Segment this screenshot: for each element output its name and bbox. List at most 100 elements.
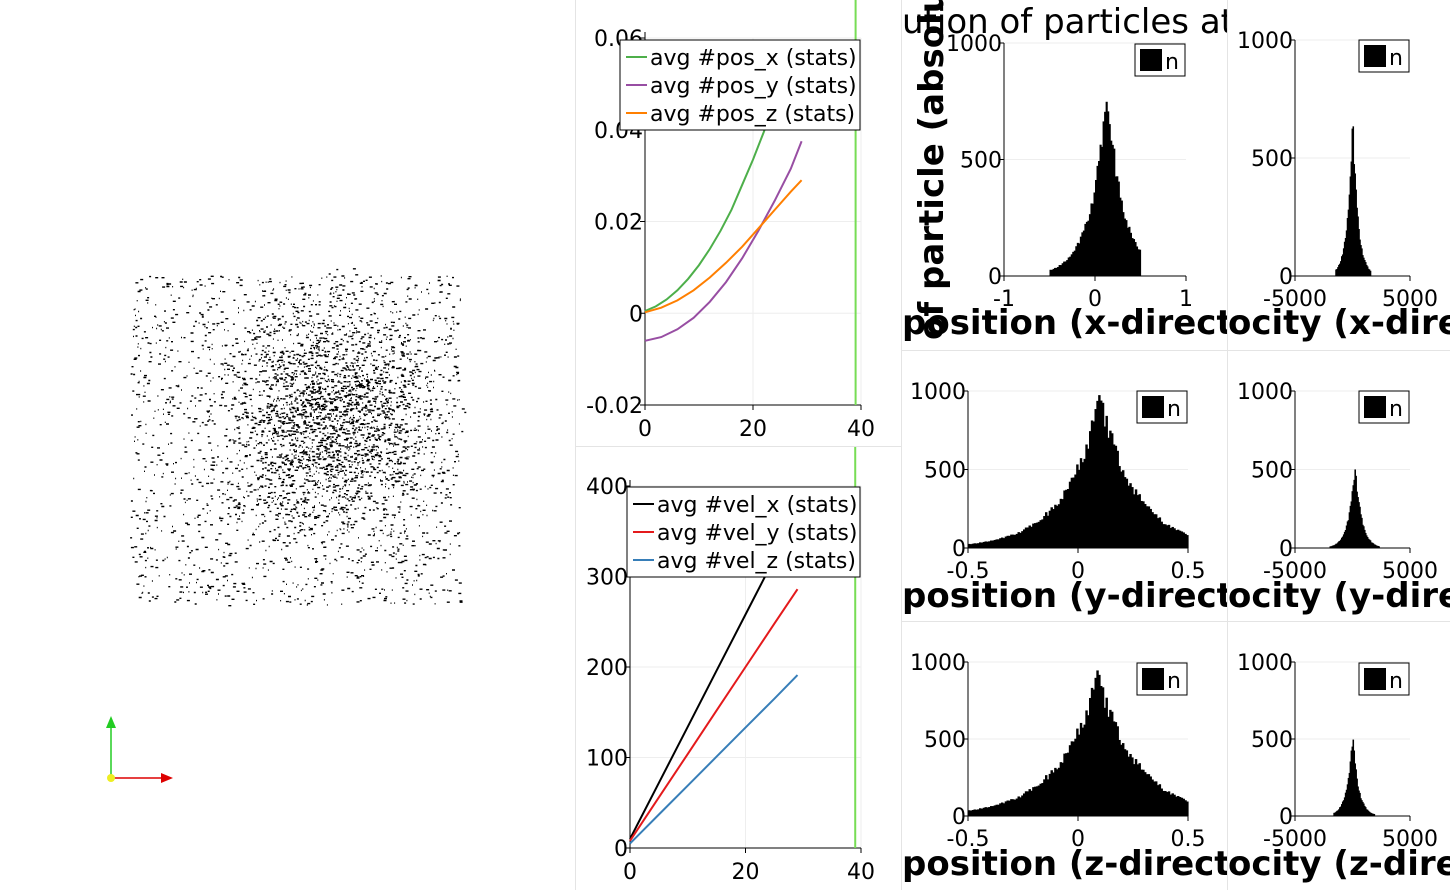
histogram-bar (1030, 526, 1033, 548)
x-tick-label: 5000 (1382, 827, 1438, 852)
histogram-bar (1074, 738, 1077, 816)
legend[interactable]: n (1358, 390, 1410, 424)
histogram-bar (1032, 523, 1035, 548)
histogram-bar (1133, 764, 1136, 816)
histogram-bar (1004, 801, 1008, 816)
histogram-bar (1333, 812, 1335, 816)
pos-line-chart-pane[interactable]: -0.02 0 0.02 0.04 0.06 0 20 40 avg #pos_x (stats… (576, 0, 901, 446)
histogram-bar (1116, 176, 1119, 276)
histogram-bar (1378, 546, 1380, 548)
histogram-bar (1371, 813, 1374, 816)
histogram-bar (1349, 505, 1352, 548)
histogram-bar (1083, 724, 1086, 816)
histogram-bar (1059, 498, 1063, 548)
histogram-bar (1023, 529, 1026, 548)
histogram-bar (1010, 534, 1013, 548)
legend[interactable]: n (1136, 662, 1188, 696)
histogram-bar (1087, 715, 1090, 816)
histogram-bar (1142, 769, 1145, 816)
histogram-bar (1341, 537, 1343, 548)
histogram-bar (1356, 491, 1358, 548)
legend[interactable]: n (1358, 662, 1410, 696)
series-line-pos-1 (644, 140, 803, 342)
histogram-bar (1177, 796, 1180, 816)
histogram-bar (1340, 806, 1342, 816)
histogram-bar (1358, 502, 1360, 548)
legend[interactable]: n (1136, 390, 1188, 424)
series-line-vel-0 (629, 557, 776, 840)
histogram-bar (1334, 812, 1336, 816)
histogram-bar (1162, 524, 1165, 548)
histogram-bar (1355, 475, 1357, 548)
histogram-bar (1041, 519, 1044, 548)
histogram-bar (1075, 246, 1078, 276)
histogram-bar (1109, 430, 1112, 548)
histogram-bar (995, 539, 998, 548)
histogram-bar (1066, 260, 1069, 276)
histogram-bar (1004, 536, 1008, 548)
series-line-vel-1 (629, 588, 799, 842)
x-tick-label: 0 (1071, 559, 1085, 584)
histogram-bar (1125, 750, 1129, 816)
histogram-bar (975, 543, 978, 548)
histogram-bar (1149, 776, 1152, 816)
legend-swatch (1364, 668, 1386, 690)
legend[interactable]: n (1358, 39, 1410, 73)
legend[interactable]: n (1134, 43, 1186, 77)
histogram-bar (1081, 232, 1084, 276)
y-tick-label: 1000 (946, 32, 1002, 57)
histogram-bar (1135, 246, 1139, 276)
legend-label: avg #vel_z (stats) (657, 549, 856, 574)
histogram-bar (1122, 470, 1125, 548)
histogram-bar (1369, 812, 1372, 816)
histogram-bar (1336, 269, 1338, 276)
histogram-bar (1067, 257, 1070, 276)
histogram-bar (1057, 266, 1060, 276)
histogram-bar (1330, 546, 1333, 548)
histogram-bar (1361, 800, 1363, 816)
histogram-bar (1373, 544, 1376, 548)
histogram-bar (1369, 540, 1372, 548)
histogram-bar (1067, 488, 1070, 548)
histogram-bar (1006, 800, 1009, 816)
legend[interactable]: avg #vel_x (stats) avg #vel_y (stats) avg … (626, 486, 861, 578)
histogram-bar (1118, 466, 1121, 548)
histogram-bar (1365, 264, 1368, 276)
histogram-bar (1355, 769, 1357, 816)
histogram-bar (1107, 111, 1110, 276)
particle-scatter[interactable] (0, 0, 574, 890)
histogram-bar (1072, 477, 1075, 548)
vel-line-chart-pane[interactable]: 0 100 200 300 400 0 20 40 avg #vel_x (stats) avg … (576, 447, 901, 890)
y-tick-label: 0 (988, 265, 1002, 290)
y-tick-label: 200 (586, 656, 628, 681)
histogram-bar (1338, 809, 1340, 816)
histogram-bar (1360, 245, 1362, 276)
histogram-bar (1117, 181, 1120, 276)
histogram-bar (1153, 514, 1156, 548)
histogram-bar (1357, 497, 1359, 548)
histogram-bar (977, 543, 980, 548)
histogram-bars (1049, 101, 1142, 276)
histogram-bar (1068, 745, 1072, 816)
histogram-bar (1072, 251, 1075, 276)
legend[interactable]: avg #pos_x (stats) avg #pos_y (stats) avg … (619, 39, 861, 131)
histogram-bar (1138, 763, 1141, 816)
histogram-bar (1347, 777, 1350, 816)
render-view[interactable] (0, 0, 574, 890)
histogram-bar (1114, 445, 1118, 548)
histogram-bar (1074, 474, 1077, 548)
